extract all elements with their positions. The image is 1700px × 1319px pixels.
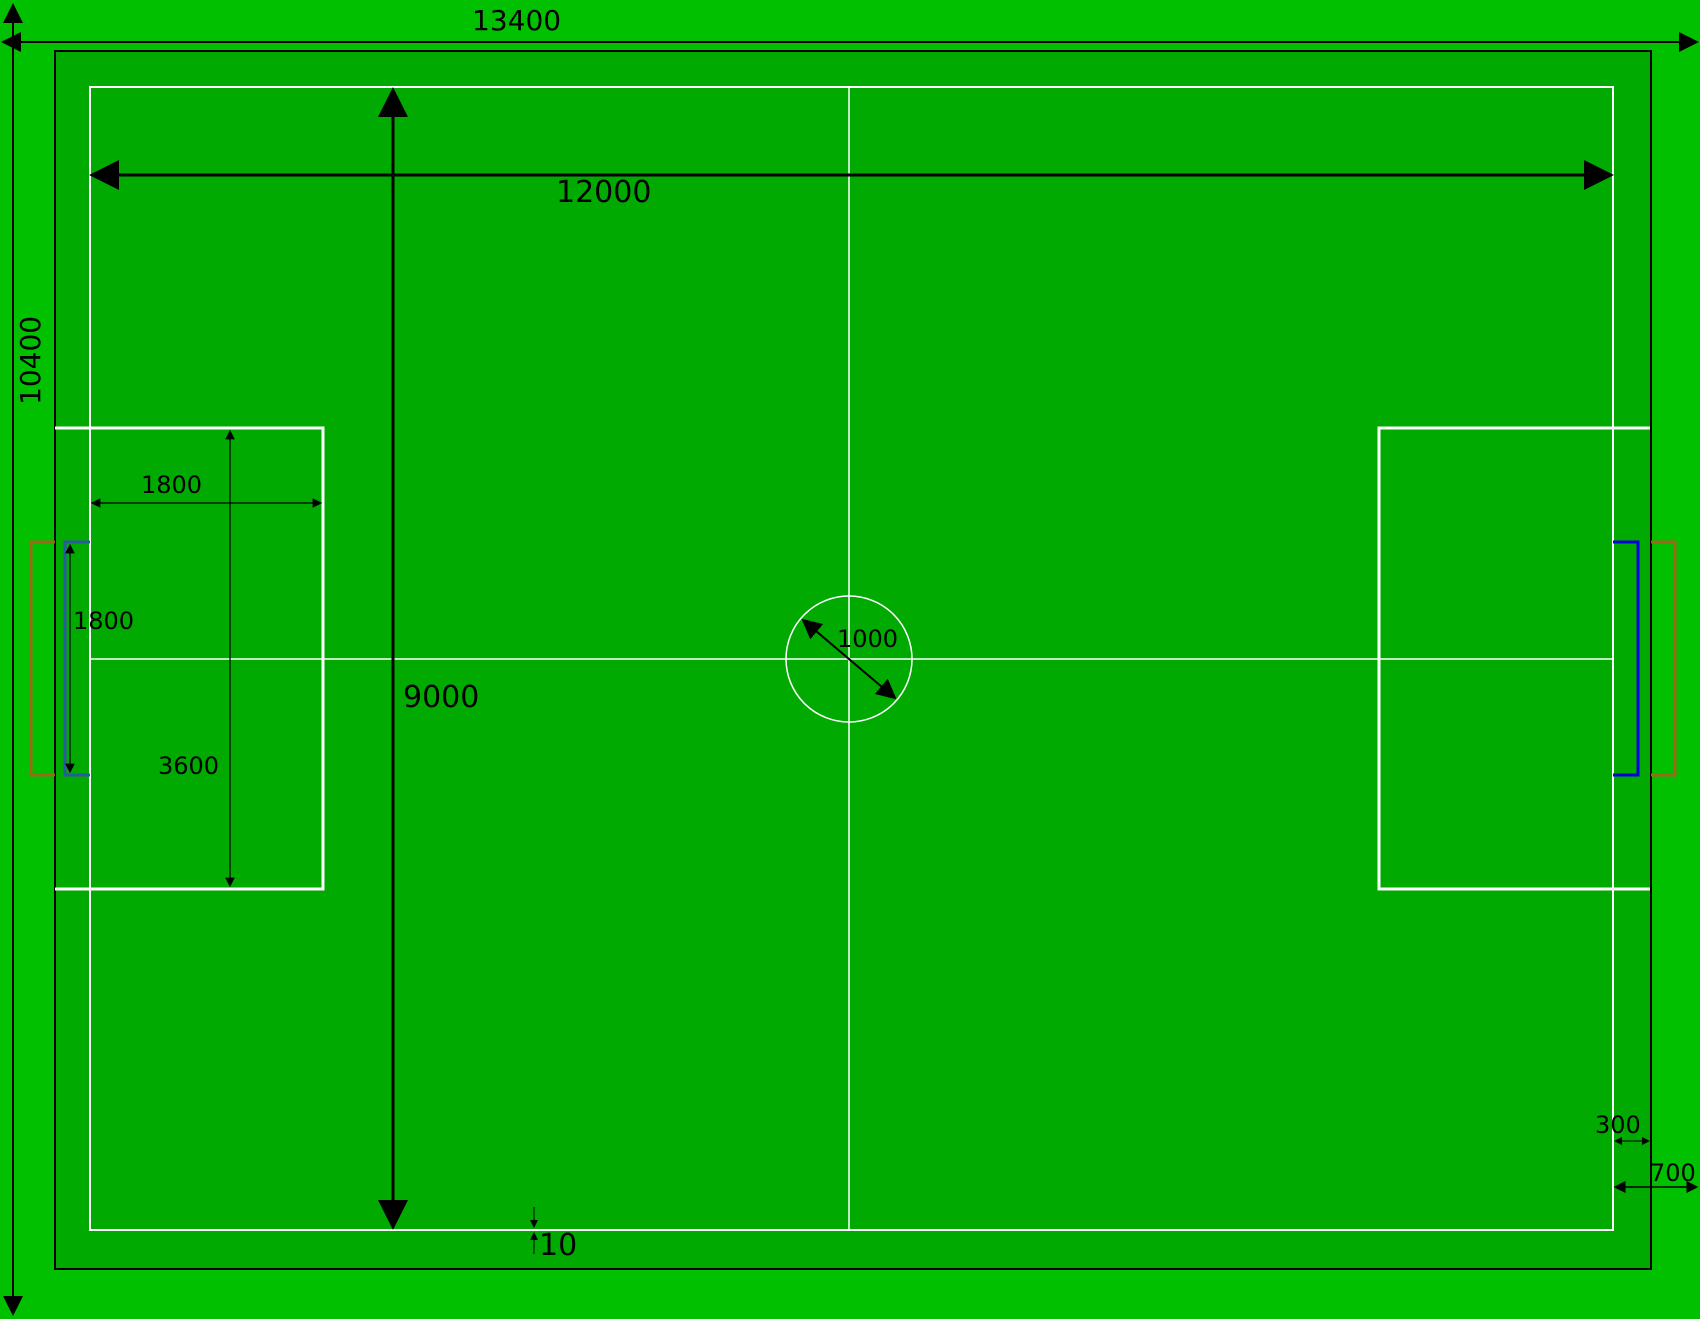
line-width-label: 10 [539,1228,577,1263]
total-width-label: 10400 [14,316,47,405]
penalty-width-label: 3600 [158,752,219,780]
total-length-label: 13400 [472,4,561,37]
center-circle-label: 1000 [837,625,898,653]
left-goal [29,540,90,777]
center-circle [785,595,913,723]
boundary-300-label: 300 [1595,1111,1641,1139]
goal-width-label: 1800 [73,607,134,635]
right-penalty-area [1377,426,1650,891]
penalty-depth-label: 1800 [141,471,202,499]
boundary-700-label: 700 [1650,1159,1696,1187]
field-lines [55,86,1650,1231]
field-length-label: 12000 [556,175,651,210]
left-penalty-area [55,426,325,891]
field-width-label: 9000 [403,680,479,715]
right-goal-inner [1613,540,1640,777]
carpet-area [54,50,1652,1270]
center-circle-arrow [801,618,897,700]
right-goal [1613,540,1677,777]
right-goal-outer [1651,540,1677,777]
left-goal-outer [29,540,55,777]
left-goal-inner [63,540,90,777]
